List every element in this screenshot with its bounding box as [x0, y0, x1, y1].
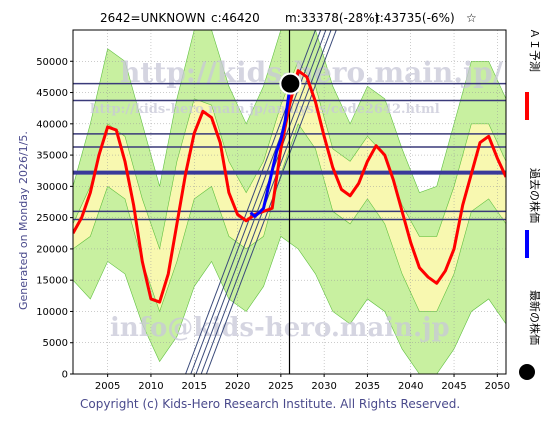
y-tick-label: 0	[62, 370, 68, 381]
y-tick-label: 10000	[36, 307, 68, 318]
x-tick-label: 2030	[311, 381, 336, 392]
y-tick-label: 35000	[36, 151, 68, 162]
latest-price-dot	[279, 72, 302, 95]
y-tick-label: 45000	[36, 88, 68, 99]
legend-label-1: 過去の株価	[528, 168, 542, 223]
x-tick-label: 2020	[225, 381, 250, 392]
series-line-0	[73, 69, 506, 304]
y-tick-label: 30000	[36, 182, 68, 193]
copyright: Copyright (c) Kids-Hero Research Institu…	[80, 397, 460, 411]
legend-label-0: ＡＩ予測	[528, 28, 542, 72]
y-tick-label: 5000	[43, 338, 68, 349]
y-tick-label: 20000	[36, 244, 68, 255]
header-target: t:43735(-6%)	[375, 11, 455, 25]
latest-price-marker	[279, 72, 302, 95]
x-tick-label: 2040	[398, 381, 423, 392]
x-tick-label: 2010	[138, 381, 163, 392]
series-lines	[73, 69, 506, 304]
y-tick-label: 25000	[36, 213, 68, 224]
y-tick-label: 15000	[36, 276, 68, 287]
y-axis-ticks: 0 5000 10000 15000 20000 25000 30000 35000 40000…	[36, 57, 73, 381]
header-min: m:33378(-28%)	[285, 11, 379, 25]
header-current: c:46420	[211, 11, 260, 25]
watermark-2: info@kids-hero.main.jp	[110, 313, 450, 343]
series-line-1	[249, 83, 292, 218]
y-tick-label: 50000	[36, 57, 68, 68]
x-axis-ticks: 2005 2010 2015 2020 2025 2030 2035 2040 2045 2050	[95, 374, 510, 392]
x-tick-label: 2035	[355, 381, 380, 392]
x-tick-label: 2045	[441, 381, 466, 392]
generated-label: Generated on Monday 2026/1/5.	[17, 131, 30, 310]
x-tick-label: 2025	[268, 381, 293, 392]
x-tick-label: 2005	[95, 381, 120, 392]
watermark-1: http://kids-hero.main.jp/analysis/code26…	[90, 102, 440, 117]
header-code: 2642=UNKNOWN	[100, 11, 206, 25]
header-star: ☆	[466, 11, 477, 25]
channel-line-2	[195, 30, 327, 374]
y-tick-label: 40000	[36, 119, 68, 130]
plot-border	[72, 29, 507, 375]
x-tick-label: 2050	[485, 381, 510, 392]
legend-swatch-2	[519, 364, 535, 380]
channel-line-4	[205, 30, 337, 374]
legend-label-2: 最新の株価	[528, 290, 542, 345]
x-tick-label: 2015	[182, 381, 207, 392]
